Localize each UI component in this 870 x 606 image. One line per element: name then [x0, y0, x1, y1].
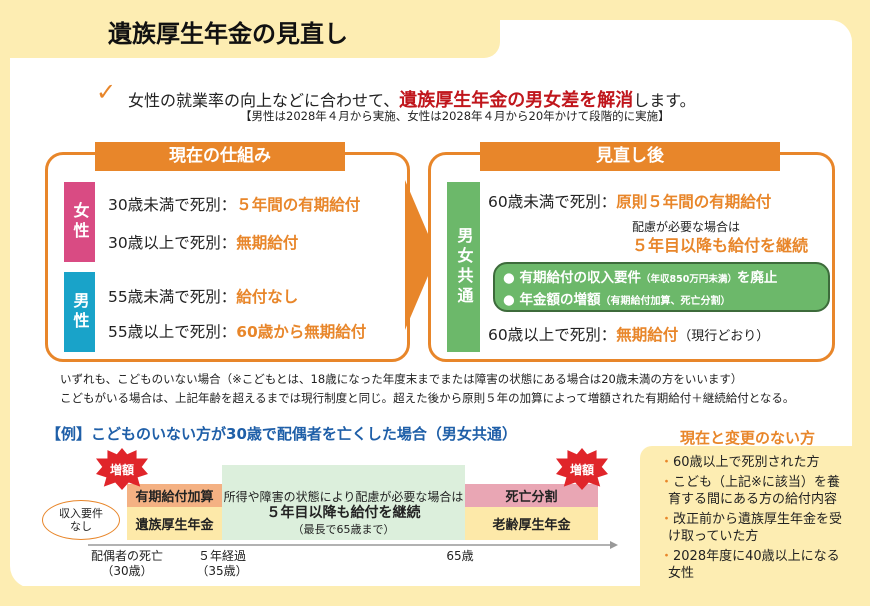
result: 60歳から無期給付: [236, 323, 367, 341]
death-split-bar: 死亡分割: [465, 484, 598, 507]
old-age-pension-bar: 老齢厚生年金: [465, 507, 598, 540]
axis-l1: 65歳: [446, 549, 474, 563]
continuation-line3: （最長で65歳まで）: [292, 523, 395, 536]
addition-bar: 有期給付加算: [127, 484, 222, 507]
result: 無期給付: [236, 234, 299, 252]
continuation-line1: 所得や障害の状態により配慮が必要な場合は: [223, 490, 464, 504]
result: 無期給付: [616, 326, 679, 344]
bullet-small: （年収850万円未満）: [640, 274, 737, 285]
cond: 30歳以上で死別：: [108, 234, 237, 252]
axis-label: 65歳: [440, 549, 480, 564]
revised-row: 60歳未満で死別：原則５年間の有期給付: [488, 190, 771, 212]
axis-l2: （30歳）: [101, 564, 153, 578]
revised-row: 60歳以上で死別：無期給付（現行どおり）: [488, 323, 769, 345]
axis-label: 配偶者の死亡 （30歳）: [82, 549, 172, 579]
cond: 60歳以上で死別：: [488, 326, 617, 344]
cond: 55歳以上で死別：: [108, 323, 237, 341]
female-label: 女性: [64, 182, 95, 262]
lead-text: 女性の就業率の向上などに合わせて、遺族厚生年金の男女差を解消します。: [128, 86, 696, 112]
axis-label: ５年経過 （35歳）: [190, 549, 254, 579]
unchanged-title: 現在と変更のない方: [680, 429, 816, 447]
bullet-main: ● 有期給付の収入要件: [503, 270, 641, 286]
bullet: ● 有期給付の収入要件（年収850万円未満）を廃止: [503, 268, 820, 290]
no-income-requirement-bubble: 収入要件なし: [42, 500, 120, 540]
timeline-axis: [88, 541, 618, 549]
check-icon: ✓: [96, 78, 117, 106]
current-row: 55歳以上で死別：60歳から無期給付: [108, 320, 366, 342]
bullet-small: （有期給付加算、死亡分割）: [600, 296, 731, 307]
cond: 30歳未満で死別：: [108, 196, 237, 214]
unchanged-item: 2028年度に40歳以上になる女性: [656, 548, 845, 582]
common-label: 男女共通: [447, 182, 480, 352]
axis-l1: 配偶者の死亡: [90, 549, 163, 563]
unchanged-item: 改正前から遺族厚生年金を受け取っていた方: [656, 511, 845, 545]
current-row: 30歳未満で死別：５年間の有期給付: [108, 193, 360, 215]
result: 給付なし: [236, 288, 299, 306]
lead-after: します。: [633, 91, 696, 110]
unchanged-box: 60歳以上で死別された方 こども（上記※に該当）を養育する間にある方の給付内容 …: [640, 446, 870, 606]
continuation-line2: ５年目以降も給付を継続: [266, 505, 421, 521]
cond: 60歳未満で死別：: [488, 193, 617, 211]
arrow-right-icon: [405, 180, 437, 330]
care-result: ５年目以降も給付を継続: [632, 236, 809, 255]
revised-header: 見直し後: [480, 142, 780, 171]
male-label: 男性: [64, 272, 95, 352]
current-row: 30歳以上で死別：無期給付: [108, 231, 298, 253]
continuation-bar: [222, 465, 465, 540]
bullet: ● 年金額の増額（有期給付加算、死亡分割）: [503, 290, 820, 312]
result: 原則５年間の有期給付: [616, 193, 772, 211]
survivor-pension-bar: 遺族厚生年金: [127, 507, 222, 540]
title-tab: [0, 0, 500, 58]
note: （現行どおり）: [678, 329, 770, 344]
axis-l2: （35歳）: [196, 564, 248, 578]
revised-system-box: [428, 152, 835, 362]
lead-before: 女性の就業率の向上などに合わせて、: [128, 91, 400, 110]
page-title: 遺族厚生年金の見直し: [108, 20, 348, 48]
axis-l1: ５年経過: [197, 549, 246, 563]
note-line: いずれも、こどものいない場合（※こどもとは、18歳になった年度末までまたは障害の…: [60, 372, 743, 386]
bullet-tail: を廃止: [736, 270, 778, 286]
improvements-bubble: ● 有期給付の収入要件（年収850万円未満）を廃止 ● 年金額の増額（有期給付加…: [493, 262, 830, 312]
lead-highlight: 遺族厚生年金の男女差を解消: [399, 90, 634, 111]
care-note: 配慮が必要な場合は: [632, 220, 741, 234]
current-header: 現在の仕組み: [95, 142, 345, 171]
unchanged-item: こども（上記※に該当）を養育する間にある方の給付内容: [656, 474, 845, 508]
example-heading: 【例】こどものいない方が30歳で配偶者を亡くした場合（男女共通）: [46, 425, 517, 443]
current-system-box: [45, 152, 410, 362]
cond: 55歳未満で死別：: [108, 288, 237, 306]
bullet-main: ● 年金額の増額: [503, 292, 601, 308]
schedule-note: 【男性は2028年４月から実施、女性は2028年４月から20年かけて段階的に実施…: [240, 109, 670, 123]
unchanged-item: 60歳以上で死別された方: [656, 454, 845, 471]
result: ５年間の有期給付: [236, 196, 361, 214]
note-line: こどもがいる場合は、上記年齢を超えるまでは現行制度と同じ。超えた後から原則５年の…: [60, 391, 795, 405]
current-row: 55歳未満で死別：給付なし: [108, 285, 298, 307]
